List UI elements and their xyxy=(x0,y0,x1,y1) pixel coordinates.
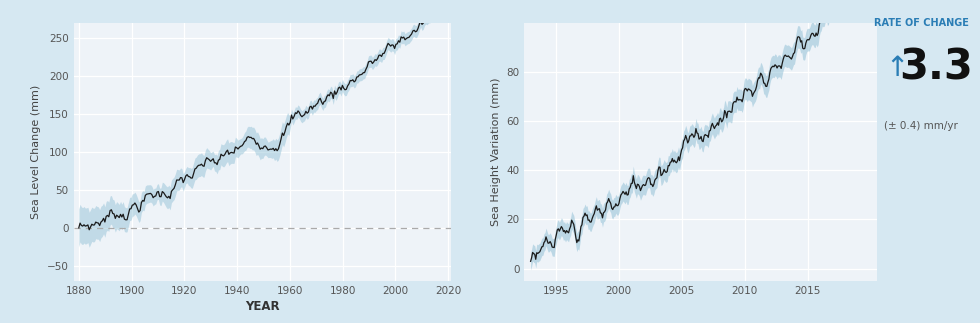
Text: (± 0.4) mm/yr: (± 0.4) mm/yr xyxy=(884,121,958,131)
Y-axis label: Sea Level Change (mm): Sea Level Change (mm) xyxy=(31,85,41,219)
Text: RATE OF CHANGE: RATE OF CHANGE xyxy=(874,18,968,27)
Text: 3.3: 3.3 xyxy=(899,47,973,89)
X-axis label: YEAR: YEAR xyxy=(245,300,279,313)
Text: ↑: ↑ xyxy=(885,54,908,82)
Y-axis label: Sea Height Variation (mm): Sea Height Variation (mm) xyxy=(491,78,501,226)
